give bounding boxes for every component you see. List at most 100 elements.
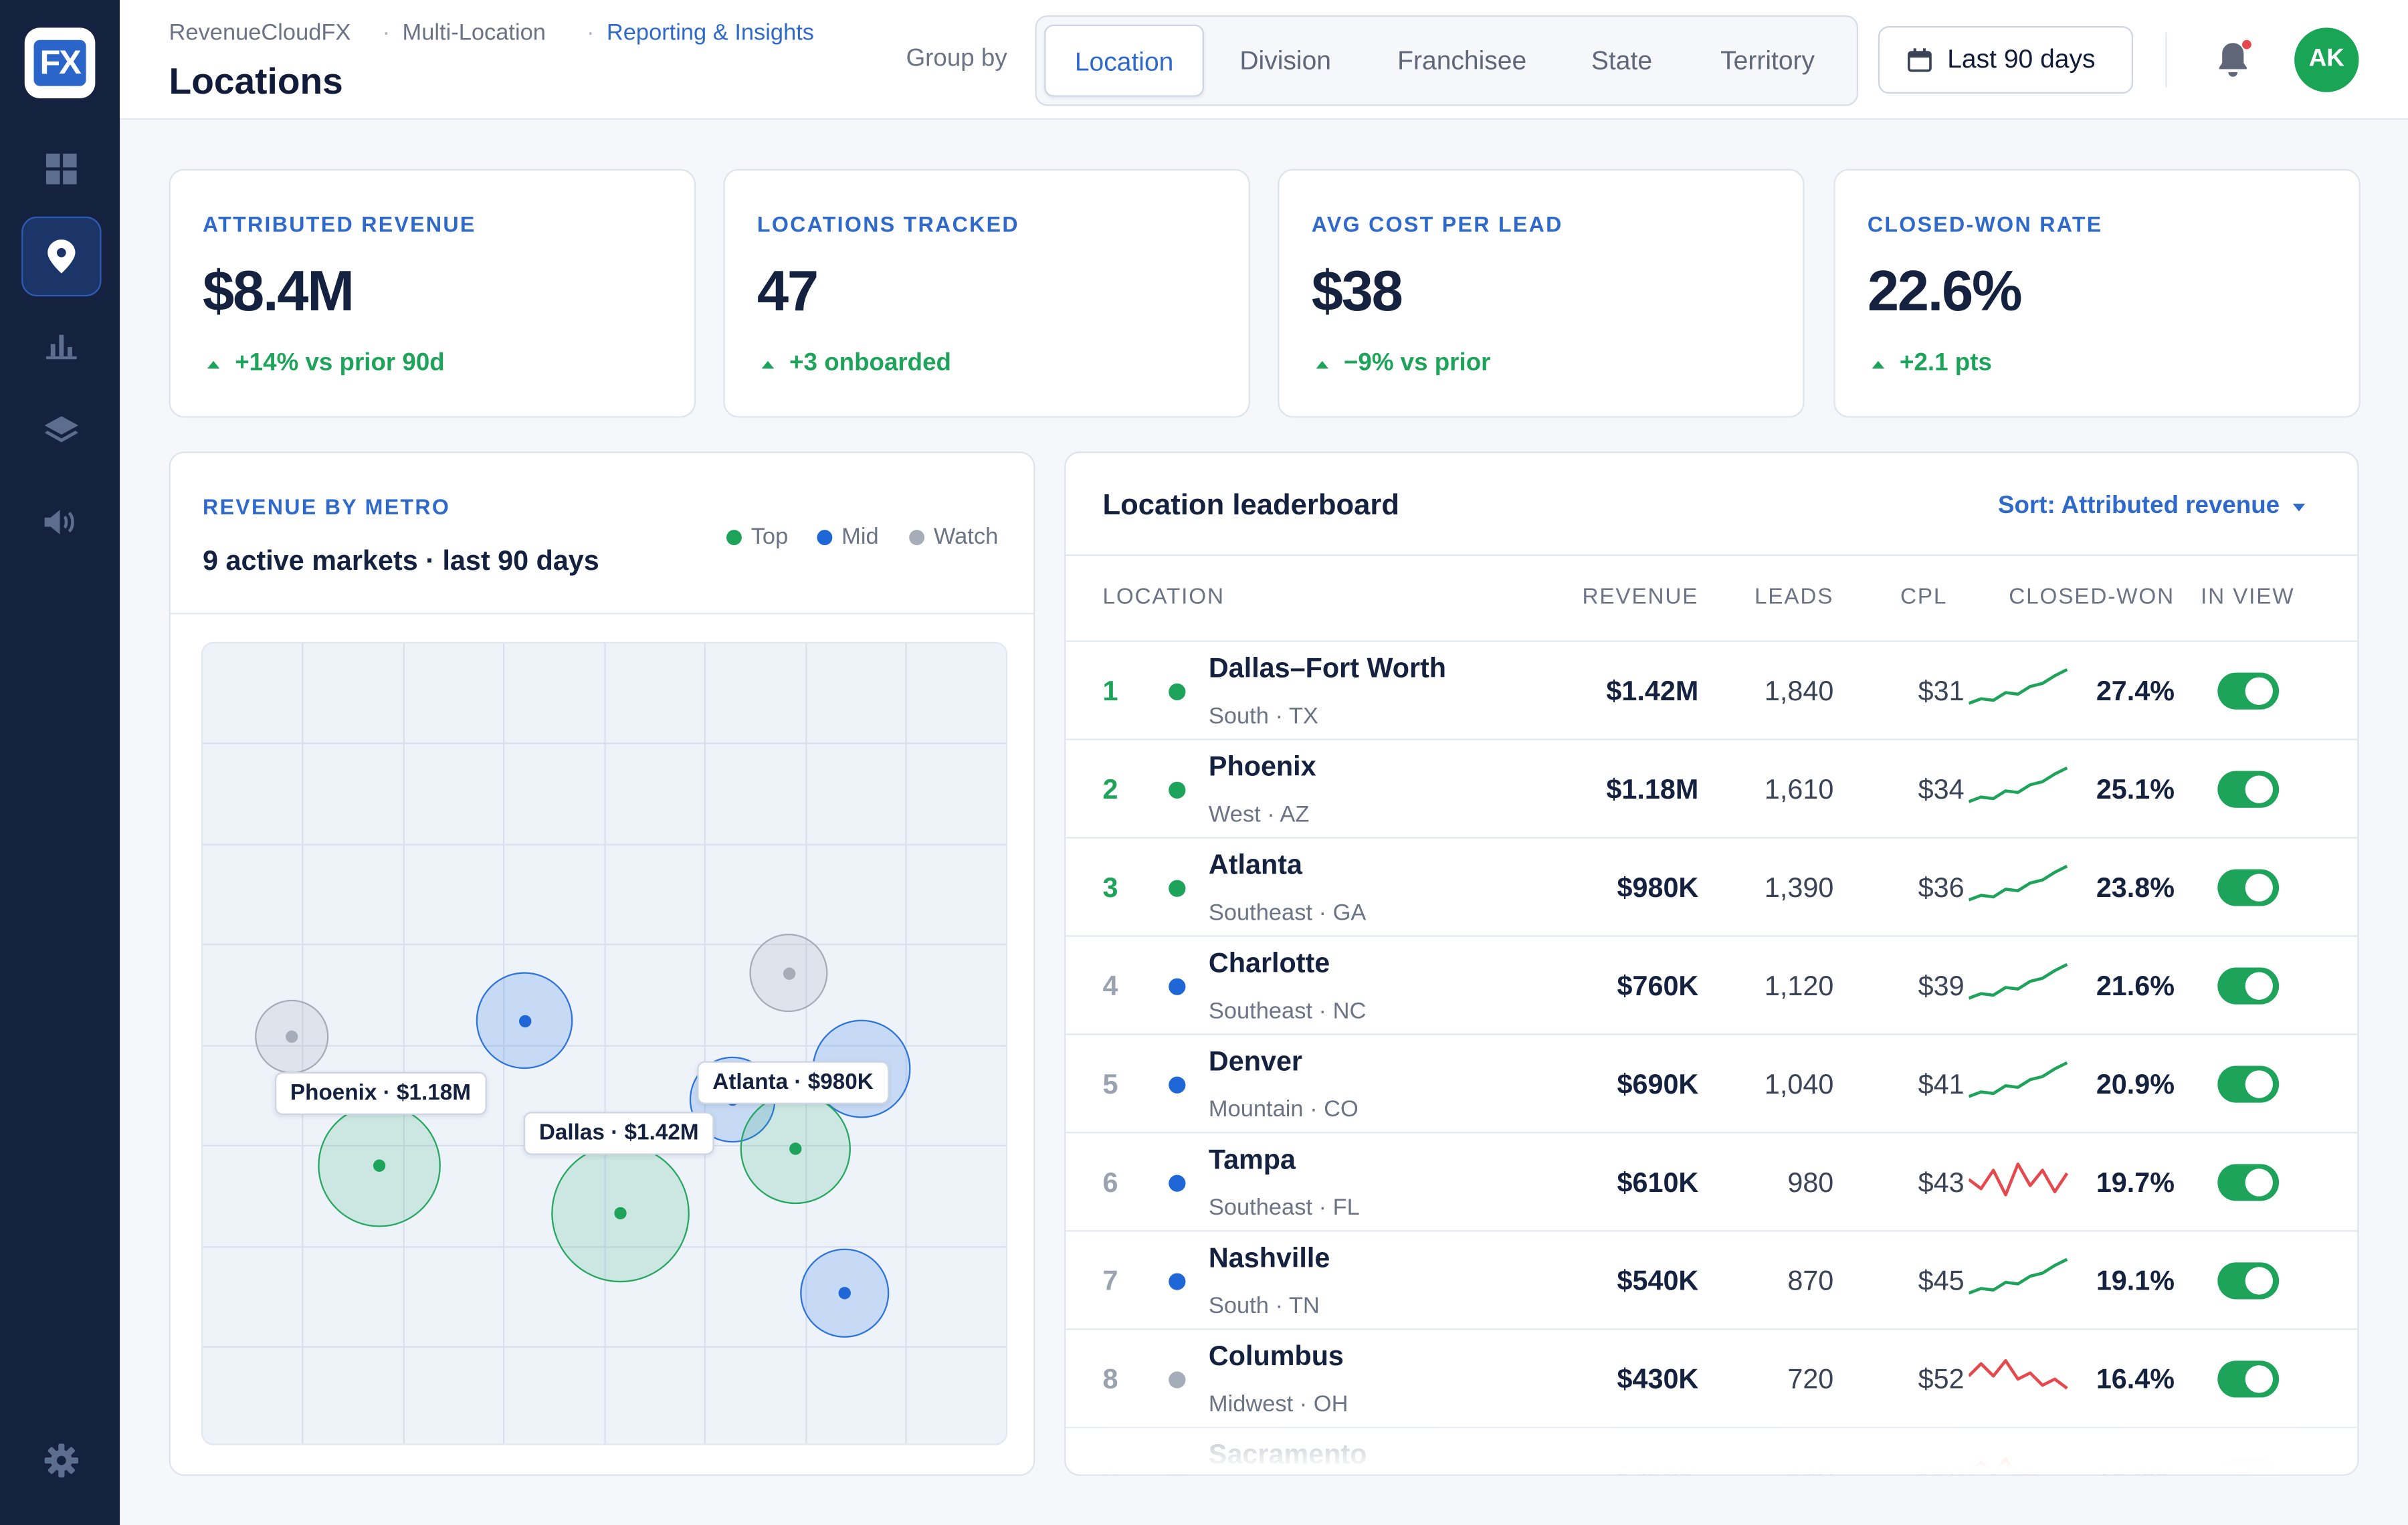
row-leads: 980 — [1787, 1167, 1834, 1198]
notification-bell-icon[interactable] — [2215, 40, 2251, 80]
row-cpl: $52 — [1918, 1363, 1965, 1395]
in-view-toggle[interactable] — [2217, 1262, 2280, 1300]
toggle-knob — [2245, 677, 2273, 705]
sidebar-item-reports[interactable] — [21, 306, 101, 385]
metro-bubble-atlanta[interactable] — [740, 1093, 851, 1205]
in-view-toggle[interactable] — [2217, 967, 2280, 1005]
location-name[interactable]: Dallas–Fort Worth — [1208, 652, 1447, 684]
row-leads: 1,390 — [1764, 872, 1834, 904]
card-divider — [1066, 554, 2358, 556]
row-revenue: $540K — [1617, 1265, 1699, 1296]
location-name[interactable]: Nashville — [1208, 1242, 1330, 1274]
location-name[interactable]: Atlanta — [1208, 849, 1302, 880]
map-tooltip-phoenix: Phoenix · $1.18M — [274, 1072, 487, 1115]
sidebar-item-campaigns[interactable] — [21, 482, 101, 562]
group-by-location[interactable]: Location — [1044, 24, 1205, 97]
metro-bubble-denver[interactable] — [476, 972, 573, 1070]
breadcrumb-separator: · — [587, 19, 595, 46]
calendar-icon — [1907, 48, 1932, 72]
breadcrumb-item-section[interactable]: Multi-Location — [402, 19, 546, 46]
kpi-card-attributed-revenue: ATTRIBUTED REVENUE $8.4M +14% vs prior 9… — [169, 169, 696, 418]
sidebar-item-dashboard[interactable] — [21, 129, 101, 209]
bubble-center — [286, 1030, 298, 1043]
row-closed-won: 19.7% — [2096, 1167, 2175, 1198]
in-view-toggle[interactable] — [2217, 1164, 2280, 1201]
in-view-toggle[interactable] — [2217, 672, 2280, 710]
table-row[interactable]: 2 Phoenix West · AZ $1.18M 1,610 $34 25.1% — [1066, 740, 2358, 839]
in-view-toggle[interactable] — [2217, 1065, 2280, 1103]
kpi-card-avg-cost-per-lead: AVG COST PER LEAD $38 −9% vs prior — [1278, 169, 1805, 418]
column-header-revenue[interactable]: REVENUE — [1582, 585, 1699, 610]
location-region: South · TN — [1208, 1293, 1320, 1320]
column-header-leads[interactable]: LEADS — [1754, 585, 1834, 610]
kpi-label: LOCATIONS TRACKED — [757, 211, 1019, 237]
location-region: South · TX — [1208, 703, 1318, 730]
sidebar-item-layers[interactable] — [21, 390, 101, 470]
toggle-knob — [2245, 972, 2273, 1000]
dashboard-icon — [45, 153, 77, 185]
sort-dropdown[interactable]: Sort: Attributed revenue — [1998, 493, 2306, 520]
location-name[interactable]: Phoenix — [1208, 750, 1316, 782]
kpi-delta-text: +14% vs prior 90d — [235, 350, 445, 377]
location-pin-icon — [47, 239, 76, 274]
group-by-territory[interactable]: Territory — [1720, 45, 1815, 76]
date-range-button[interactable]: Last 90 days — [1878, 26, 2134, 94]
legend-label: Mid — [841, 523, 879, 550]
group-by-label: Group by — [906, 45, 1007, 72]
row-cpl: $43 — [1918, 1167, 1965, 1198]
sidebar-item-settings[interactable] — [21, 1421, 101, 1500]
column-header-closed-won[interactable]: CLOSED-WON — [2009, 585, 2175, 610]
user-avatar[interactable]: AK — [2294, 27, 2359, 92]
table-row[interactable]: 7 Nashville South · TN $540K 870 $45 19.1% — [1066, 1231, 2358, 1330]
table-row[interactable]: 5 Denver Mountain · CO $690K 1,040 $41 20.9% — [1066, 1035, 2358, 1134]
in-view-toggle[interactable] — [2217, 869, 2280, 906]
breadcrumb-item-app[interactable]: RevenueCloudFX — [169, 19, 351, 46]
kpi-value: $8.4M — [203, 260, 355, 323]
row-leads: 720 — [1787, 1363, 1834, 1395]
status-dot — [1169, 1273, 1186, 1290]
metro-bubble-phoenix[interactable] — [318, 1104, 441, 1227]
metro-bubble-sacramento[interactable] — [255, 999, 329, 1074]
speaker-icon — [44, 510, 74, 535]
chevron-down-icon — [2293, 502, 2306, 511]
bubble-center — [518, 1014, 531, 1027]
cpl-sparkline — [1969, 1061, 2068, 1098]
trend-up-icon — [761, 360, 775, 368]
location-name[interactable]: Columbus — [1208, 1340, 1344, 1372]
sidebar-item-locations[interactable] — [21, 216, 102, 297]
metro-bubble-tampa[interactable] — [800, 1248, 890, 1338]
row-cpl: $31 — [1918, 676, 1965, 707]
row-closed-won: 23.8% — [2096, 872, 2175, 904]
metro-bubble-columbus[interactable] — [749, 934, 828, 1013]
in-view-toggle[interactable] — [2217, 1360, 2280, 1398]
row-closed-won: 19.1% — [2096, 1265, 2175, 1296]
row-closed-won: 21.6% — [2096, 971, 2175, 1002]
status-dot — [1169, 781, 1186, 799]
location-region: Mountain · CO — [1208, 1096, 1359, 1123]
cpl-sparkline — [1969, 864, 2068, 902]
location-name[interactable]: Tampa — [1208, 1144, 1296, 1175]
in-view-toggle[interactable] — [2217, 771, 2280, 808]
group-by-state[interactable]: State — [1591, 45, 1653, 76]
group-by-franchisee[interactable]: Franchisee — [1397, 45, 1527, 76]
group-by-division[interactable]: Division — [1239, 45, 1332, 76]
column-header-cpl[interactable]: CPL — [1900, 585, 1948, 610]
legend-watch: Watch — [909, 524, 998, 550]
table-row[interactable]: 6 Tampa Southeast · FL $610K 980 $43 19.7% — [1066, 1133, 2358, 1232]
status-dot — [1169, 683, 1186, 701]
trend-up-icon — [1872, 360, 1885, 368]
table-row[interactable]: 3 Atlanta Southeast · GA $980K 1,390 $36 23.8% — [1066, 839, 2358, 937]
legend-mid: Mid — [817, 523, 879, 550]
table-row[interactable]: 8 Columbus Midwest · OH $430K 720 $52 16.4% — [1066, 1330, 2358, 1429]
metro-bubble-dallas[interactable] — [551, 1144, 690, 1283]
table-row[interactable]: 1 Dallas–Fort Worth South · TX $1.42M 1,840 $… — [1066, 642, 2358, 740]
legend-label: Watch — [933, 523, 999, 550]
location-name[interactable]: Charlotte — [1208, 947, 1330, 979]
column-header-location[interactable]: LOCATION — [1102, 585, 1225, 610]
table-row[interactable]: 4 Charlotte Southeast · NC $760K 1,120 $39 21.… — [1066, 937, 2358, 1035]
metro-map[interactable]: Phoenix · $1.18M Dallas · $1.42M Atlanta… — [201, 641, 1008, 1445]
location-name[interactable]: Denver — [1208, 1045, 1303, 1077]
app-logo[interactable]: FX — [24, 27, 96, 98]
kpi-value: 47 — [757, 260, 819, 323]
breadcrumb-item-current[interactable]: Reporting & Insights — [606, 19, 815, 46]
